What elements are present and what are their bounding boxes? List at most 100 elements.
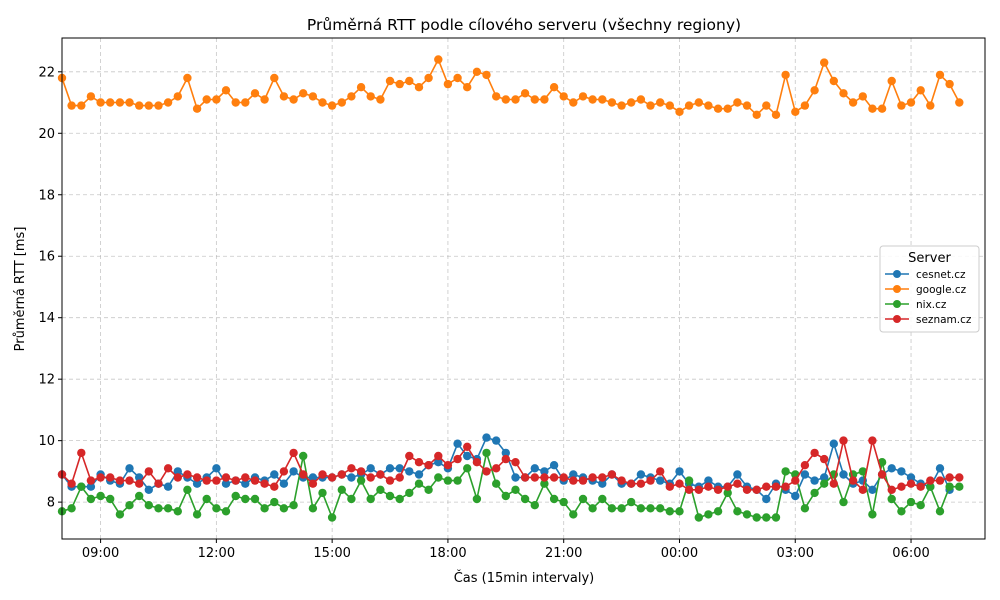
data-point xyxy=(154,504,163,513)
y-tick-label: 22 xyxy=(38,65,55,80)
data-point xyxy=(762,101,771,110)
data-point xyxy=(414,83,424,92)
data-point xyxy=(115,510,125,519)
data-point xyxy=(771,513,781,522)
data-point xyxy=(67,101,76,110)
data-point xyxy=(646,101,655,110)
data-point xyxy=(250,89,260,98)
data-point xyxy=(559,497,568,507)
x-tick-label: 00:00 xyxy=(661,546,698,561)
data-point xyxy=(279,467,289,476)
data-point xyxy=(212,476,221,485)
y-tick-label: 18 xyxy=(38,188,55,203)
data-point xyxy=(578,92,588,101)
data-point xyxy=(665,482,674,491)
data-point xyxy=(183,73,192,83)
data-point xyxy=(77,482,86,491)
legend-label: google.cz xyxy=(916,284,967,296)
data-point xyxy=(800,101,810,110)
data-point xyxy=(318,470,327,479)
data-point xyxy=(395,79,404,89)
data-point xyxy=(906,98,916,107)
data-point xyxy=(163,504,173,513)
data-point xyxy=(858,92,867,101)
y-tick-label: 16 xyxy=(38,250,55,265)
data-point xyxy=(820,473,829,482)
data-point xyxy=(511,485,520,494)
data-point xyxy=(916,501,925,510)
data-point xyxy=(202,476,211,485)
data-point xyxy=(897,101,906,110)
data-point xyxy=(347,92,356,101)
data-point xyxy=(935,70,945,80)
data-point xyxy=(77,101,86,110)
data-point xyxy=(588,95,597,104)
data-point xyxy=(549,494,559,504)
data-point xyxy=(887,485,896,494)
data-point xyxy=(800,504,810,513)
data-point xyxy=(858,485,867,494)
data-point xyxy=(752,485,761,494)
y-axis: 8 10 12 14 16 18 20 22 xyxy=(38,65,62,511)
data-point xyxy=(86,482,96,491)
data-point xyxy=(762,482,771,491)
data-point xyxy=(299,451,308,461)
data-point xyxy=(520,89,530,98)
data-point xyxy=(636,479,646,488)
data-point xyxy=(443,79,453,89)
data-point xyxy=(115,98,125,107)
data-point xyxy=(154,101,163,110)
legend-frame xyxy=(879,245,980,333)
data-point xyxy=(163,98,173,107)
y-tick-label: 10 xyxy=(38,434,55,449)
data-point xyxy=(627,497,636,507)
data-point xyxy=(762,513,771,522)
data-point xyxy=(733,98,742,107)
data-point xyxy=(347,494,356,504)
data-point xyxy=(424,73,433,83)
data-point xyxy=(453,73,462,83)
data-point xyxy=(540,473,549,482)
x-tick-label: 12:00 xyxy=(198,546,235,561)
data-point xyxy=(791,476,800,485)
y-axis-label: Průměrná RTT [ms] xyxy=(13,227,28,352)
data-point xyxy=(742,485,752,494)
data-point xyxy=(723,482,732,491)
data-point xyxy=(926,482,935,491)
data-point xyxy=(443,476,453,485)
data-point xyxy=(791,107,800,117)
data-point xyxy=(742,510,752,519)
data-point xyxy=(366,494,375,504)
data-point xyxy=(424,485,433,494)
data-point xyxy=(627,479,636,488)
data-point xyxy=(173,473,182,482)
data-point xyxy=(598,494,607,504)
data-point xyxy=(366,464,375,473)
data-point xyxy=(530,473,539,482)
data-point xyxy=(810,488,819,498)
data-point xyxy=(530,501,539,510)
data-point xyxy=(684,101,694,110)
legend-marker xyxy=(893,300,901,308)
x-tick-label: 03:00 xyxy=(777,546,814,561)
data-point xyxy=(598,473,607,482)
data-point xyxy=(665,507,674,516)
data-point xyxy=(482,467,491,476)
data-point xyxy=(434,451,443,461)
data-point xyxy=(135,479,144,488)
data-point xyxy=(347,464,356,473)
data-point xyxy=(241,494,250,504)
data-point xyxy=(125,98,134,107)
data-point xyxy=(86,476,96,485)
data-point xyxy=(733,479,742,488)
data-point xyxy=(202,95,211,104)
data-point xyxy=(135,101,144,110)
data-point xyxy=(627,98,636,107)
data-point xyxy=(675,479,684,488)
data-point xyxy=(549,473,559,482)
data-point xyxy=(327,473,337,482)
data-point xyxy=(366,92,375,101)
data-point xyxy=(820,479,829,488)
data-point xyxy=(472,67,482,77)
data-point xyxy=(173,92,182,101)
